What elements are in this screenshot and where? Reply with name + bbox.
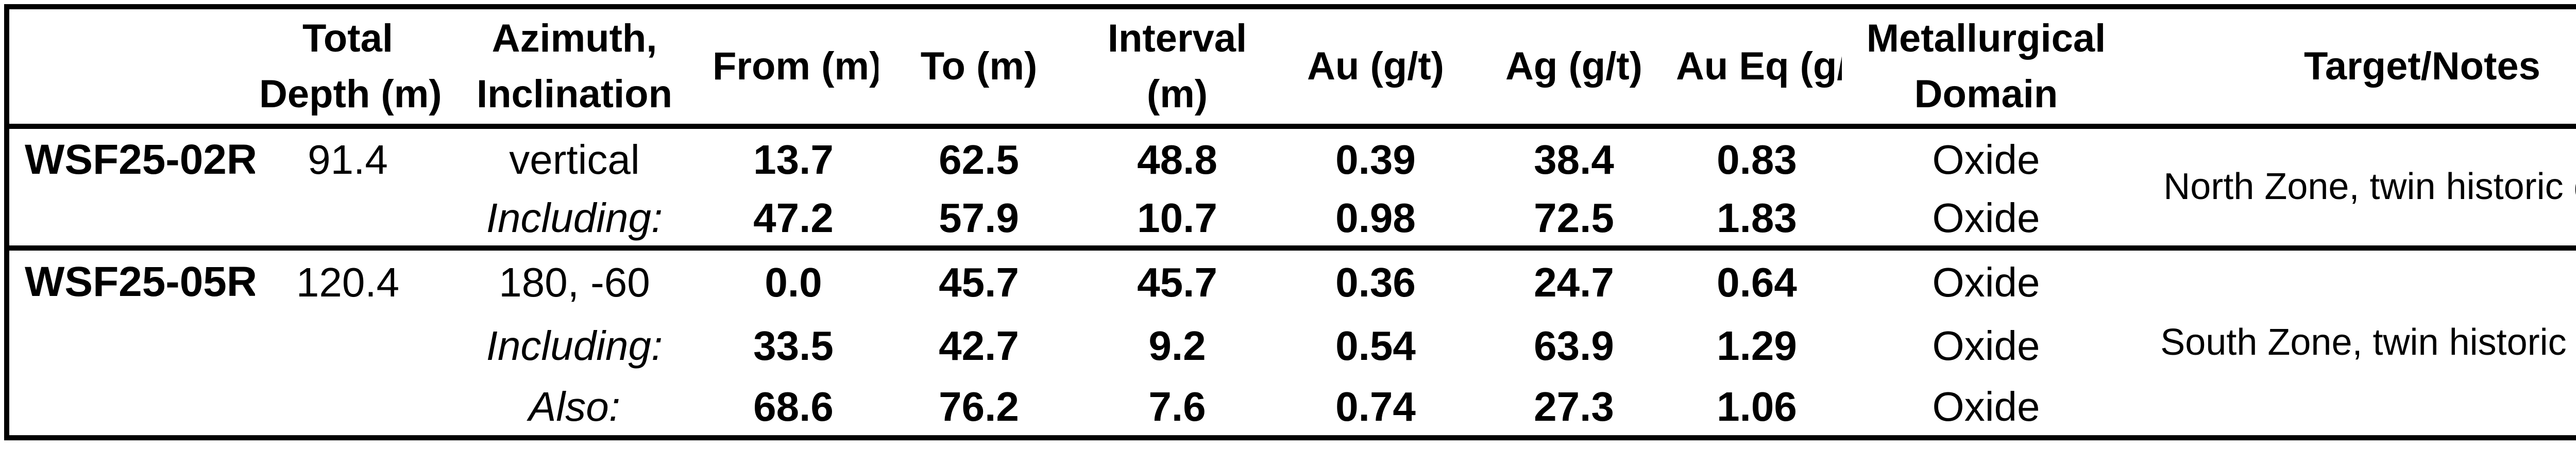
header-to: To (m) xyxy=(920,44,1038,89)
interval-cell: 45.7 xyxy=(1137,259,1217,305)
table-header: Total Depth (m) Azimuth, Inclination Fro… xyxy=(7,7,2576,126)
total-depth-cell xyxy=(255,191,440,248)
header-au: Au (g/t) xyxy=(1307,44,1444,89)
header-interval-line1: Interval xyxy=(1107,16,1247,61)
hole-id-cell xyxy=(7,314,255,378)
interval-cell: 48.8 xyxy=(1137,137,1217,183)
total-depth-cell: 91.4 xyxy=(308,137,388,183)
au-eq-cell: 0.83 xyxy=(1717,137,1797,183)
au-eq-cell: 1.83 xyxy=(1717,195,1797,241)
header-hole-id xyxy=(7,7,255,126)
header-azimuth-inclination: Azimuth, Inclination xyxy=(440,7,708,126)
drill-results-table-container: Total Depth (m) Azimuth, Inclination Fro… xyxy=(4,4,2576,440)
header-interval-line2: (m) xyxy=(1146,72,1208,116)
drill-results-table: Total Depth (m) Azimuth, Inclination Fro… xyxy=(4,4,2576,440)
to-cell: 57.9 xyxy=(939,195,1019,241)
to-cell: 45.7 xyxy=(939,259,1019,305)
header-total-depth: Total Depth (m) xyxy=(255,7,440,126)
header-row: Total Depth (m) Azimuth, Inclination Fro… xyxy=(7,7,2576,126)
au-eq-cell: 0.64 xyxy=(1717,259,1797,305)
header-total-depth-line1: Total xyxy=(302,16,393,61)
au-cell: 0.39 xyxy=(1335,137,1416,183)
from-cell: 68.6 xyxy=(753,383,834,430)
header-azimuth-line1: Azimuth, xyxy=(492,16,657,61)
qualifier-cell: Including: xyxy=(486,195,663,241)
header-au-eq: Au Eq (g/t) xyxy=(1676,44,1842,89)
hole-id-cell xyxy=(7,191,255,248)
au-cell: 0.74 xyxy=(1335,383,1416,430)
header-domain-line2: Domain xyxy=(1914,72,2058,116)
interval-cell: 10.7 xyxy=(1137,195,1217,241)
hole-id-cell xyxy=(7,378,255,438)
azimuth-cell: vertical xyxy=(509,137,640,183)
hole-id-cell: WSF25-05R xyxy=(25,258,255,306)
to-cell: 76.2 xyxy=(939,383,1019,430)
domain-cell: Oxide xyxy=(1932,259,2040,305)
ag-cell: 38.4 xyxy=(1534,137,1614,183)
au-cell: 0.98 xyxy=(1335,195,1416,241)
target-notes-cell: North Zone, twin historic drilling xyxy=(2163,166,2576,208)
domain-cell: Oxide xyxy=(1932,195,2040,241)
domain-cell: Oxide xyxy=(1932,137,2040,183)
header-azimuth-line2: Inclination xyxy=(477,72,672,116)
ag-cell: 24.7 xyxy=(1534,259,1614,305)
qualifier-cell: Including: xyxy=(486,323,663,369)
header-ag: Ag (g/t) xyxy=(1505,44,1642,89)
domain-cell: Oxide xyxy=(1932,383,2040,430)
header-metallurgical-domain: Metallurgical Domain xyxy=(1842,7,2130,126)
table-row: Also: 68.6 76.2 7.6 0.74 27.3 1.06 Oxide xyxy=(7,378,2576,438)
ag-cell: 72.5 xyxy=(1534,195,1614,241)
au-eq-cell: 1.29 xyxy=(1717,323,1797,369)
hole-group-wsf25-02r: WSF25-02R 91.4 vertical 13.7 62.5 48.8 0… xyxy=(7,126,2576,248)
to-cell: 42.7 xyxy=(939,323,1019,369)
au-cell: 0.54 xyxy=(1335,323,1416,369)
from-cell: 0.0 xyxy=(765,259,822,305)
from-cell: 33.5 xyxy=(753,323,834,369)
table-row: Including: 47.2 57.9 10.7 0.98 72.5 1.83… xyxy=(7,191,2576,248)
total-depth-cell xyxy=(255,378,440,438)
total-depth-cell xyxy=(255,314,440,378)
au-eq-cell: 1.06 xyxy=(1717,383,1797,430)
hole-id-cell: WSF25-02R xyxy=(25,136,255,183)
header-target-notes: Target/Notes xyxy=(2304,44,2540,89)
total-depth-cell: 120.4 xyxy=(296,259,400,305)
header-interval: Interval (m) xyxy=(1079,7,1275,126)
from-cell: 13.7 xyxy=(753,137,834,183)
header-total-depth-line2: Depth (m) xyxy=(259,72,440,116)
table-row: WSF25-02R 91.4 vertical 13.7 62.5 48.8 0… xyxy=(7,126,2576,208)
ag-cell: 27.3 xyxy=(1534,383,1614,430)
azimuth-cell: 180, -60 xyxy=(499,259,650,305)
hole-group-wsf25-05r: WSF25-05R 120.4 180, -60 0.0 45.7 45.7 0… xyxy=(7,248,2576,438)
interval-cell: 9.2 xyxy=(1148,323,1206,369)
domain-cell: Oxide xyxy=(1932,323,2040,369)
table-row: Including: 33.5 42.7 9.2 0.54 63.9 1.29 … xyxy=(7,314,2576,378)
ag-cell: 63.9 xyxy=(1534,323,1614,369)
header-domain-line1: Metallurgical xyxy=(1866,16,2106,61)
to-cell: 62.5 xyxy=(939,137,1019,183)
table-row: WSF25-05R 120.4 180, -60 0.0 45.7 45.7 0… xyxy=(7,248,2576,363)
from-cell: 47.2 xyxy=(753,195,834,241)
target-notes-cell: South Zone, twin historic drilling xyxy=(2160,322,2576,364)
au-cell: 0.36 xyxy=(1335,259,1416,305)
header-from: From (m) xyxy=(713,44,878,89)
interval-cell: 7.6 xyxy=(1148,383,1206,430)
qualifier-cell: Also: xyxy=(529,383,620,430)
